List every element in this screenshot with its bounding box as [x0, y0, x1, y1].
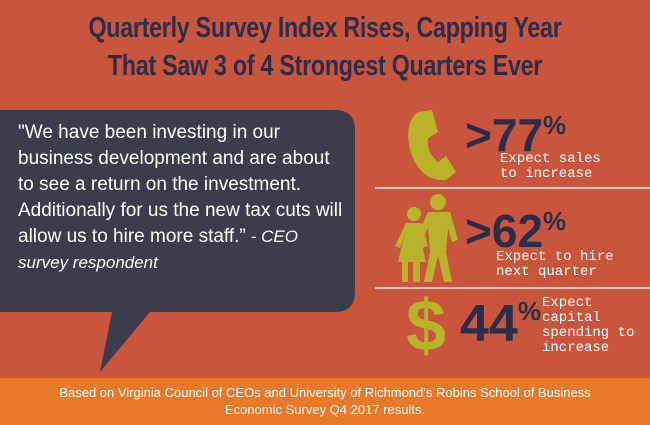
label-line: Expect to hire [496, 249, 614, 265]
label-line: to increase [500, 166, 593, 182]
stat-value: 44 [460, 295, 518, 353]
dollar-icon: $ [406, 286, 447, 366]
stat-unit: % [517, 296, 541, 326]
quote-text: "We have been investing in our business … [18, 122, 343, 247]
title-line: Quarterly Survey Index Rises, Capping Ye… [88, 12, 562, 44]
quote: "We have been investing in our business … [18, 120, 348, 276]
footer-line: Economic Survey Q4 2017 results. [224, 402, 426, 417]
stat-value: 62 [491, 205, 544, 257]
label-line: increase [542, 340, 610, 356]
label-line: next quarter [496, 264, 597, 280]
stat-value: 77 [491, 109, 544, 161]
stat-label: Expect capital spending to increase [542, 296, 650, 356]
stat-unit: % [543, 206, 567, 236]
quote-attribution: - CEO survey respondent [18, 227, 298, 272]
footer-line: Based on Virginia Council of CEOs and Un… [59, 385, 591, 400]
stat-number: >77% [465, 112, 566, 158]
stat-label: Expect to hire next quarter [496, 250, 614, 280]
stat-number: >62% [465, 208, 566, 254]
stat-prefix: > [465, 205, 492, 257]
phone-icon [408, 110, 456, 181]
footer: Based on Virginia Council of CEOs and Un… [0, 378, 650, 425]
stat-label: Expect sales to increase [500, 152, 601, 182]
people-icon [395, 194, 458, 282]
title-line: That Saw 3 of 4 Strongest Quarters Ever [107, 50, 543, 82]
stat-prefix: > [465, 109, 492, 161]
label-line: Expect sales [500, 151, 601, 167]
label-line: spending to [542, 325, 635, 341]
stat-number: 44% [460, 298, 541, 350]
label-line: Expect capital [542, 295, 601, 326]
stat-unit: % [543, 110, 567, 140]
speech-bubble [0, 110, 355, 372]
